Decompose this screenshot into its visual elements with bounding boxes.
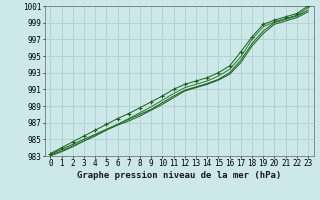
X-axis label: Graphe pression niveau de la mer (hPa): Graphe pression niveau de la mer (hPa)	[77, 171, 281, 180]
